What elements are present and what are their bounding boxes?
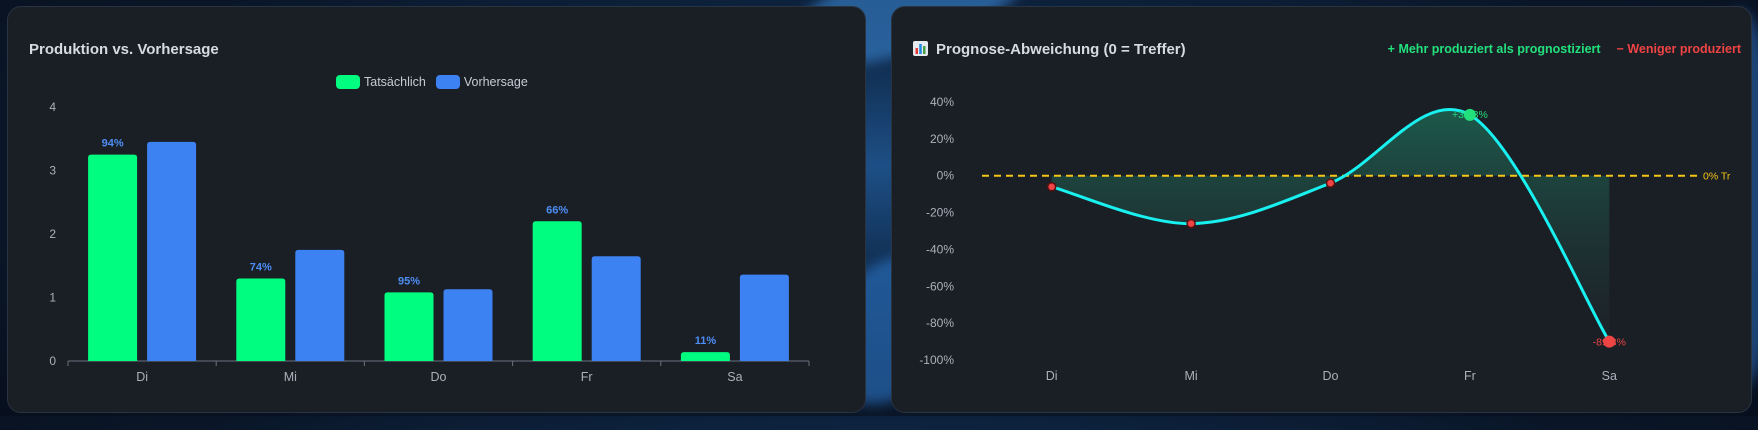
x-tick-label: Di	[136, 370, 148, 384]
chart-title: Prognose-Abweichung (0 = Treffer)	[913, 41, 1186, 58]
bar-actual	[384, 292, 434, 361]
line-chart: 40% 20% 0% -20% -40% -60% -80% -100% Di Mi Do Fr Sa 0…	[919, 95, 1731, 383]
y-tick-label: 0	[49, 354, 56, 368]
y-tick-label: 0%	[937, 169, 955, 183]
x-tick-label: Do	[1323, 369, 1339, 383]
deviation-area	[1051, 109, 1610, 342]
point-label: +33.3%	[1452, 109, 1488, 121]
production-chart-card: Produktion vs. Vorhersage Tatsächlich Vo…	[7, 6, 866, 413]
legend-negative: − Weniger produziert	[1616, 42, 1741, 56]
deviation-line	[1051, 107, 1611, 343]
data-point	[1186, 218, 1196, 229]
y-tick-label: -60%	[926, 279, 954, 293]
data-point	[1325, 178, 1336, 188]
y-tick-label: 40%	[930, 95, 954, 109]
bar-actual	[88, 154, 138, 361]
y-tick-label: 2	[49, 227, 56, 241]
bar-data-label: 94%	[102, 138, 124, 150]
legend-swatch-forecast	[435, 75, 460, 89]
bar-actual	[680, 352, 730, 361]
chart-legend: Tatsächlich Vorhersage	[336, 75, 528, 89]
x-tick-label: Do	[431, 370, 447, 384]
y-tick-label: 3	[49, 164, 56, 178]
y-tick-label: -20%	[926, 206, 954, 220]
legend-item-forecast[interactable]: Vorhersage	[435, 75, 528, 89]
x-tick-label: Sa	[1602, 369, 1617, 383]
y-tick-label: -100%	[919, 353, 954, 367]
zero-reference-label: 0% Tr	[1703, 171, 1731, 183]
chart-title: Produktion vs. Vorhersage	[29, 41, 219, 58]
bar-data-label: 11%	[695, 335, 717, 347]
bar-actual	[236, 278, 286, 361]
point-label: -89.3%	[1593, 337, 1626, 349]
y-tick-label: -40%	[926, 242, 954, 256]
bar-forecast	[147, 141, 197, 361]
y-tick-label: 20%	[930, 132, 954, 146]
bar-data-label: 95%	[398, 275, 420, 287]
legend-swatch-actual	[336, 75, 360, 89]
y-tick-label: -80%	[926, 316, 954, 330]
legend-item-actual[interactable]: Tatsächlich	[336, 75, 426, 89]
x-tick-label: Di	[1046, 369, 1058, 383]
bar-data-label: 74%	[250, 261, 272, 273]
data-point	[1463, 108, 1476, 121]
bar-forecast	[591, 256, 641, 361]
bar-actual	[532, 221, 582, 361]
bar-chart-icon	[913, 41, 928, 56]
y-tick-label: 1	[49, 291, 56, 305]
deviation-chart-card: Prognose-Abweichung (0 = Treffer) + Mehr…	[891, 6, 1752, 413]
x-tick-label: Fr	[1464, 369, 1476, 383]
legend-label-actual: Tatsächlich	[364, 75, 426, 89]
chart-title-text: Prognose-Abweichung (0 = Treffer)	[936, 41, 1186, 58]
x-tick-label: Mi	[284, 370, 297, 384]
bar-forecast	[739, 274, 789, 361]
data-point	[1603, 335, 1616, 348]
y-tick-label: 4	[49, 100, 56, 114]
deviation-legend: + Mehr produziert als prognostiziert − W…	[1388, 42, 1741, 56]
legend-label-forecast: Vorhersage	[463, 75, 528, 89]
bar-chart: 0 1 2 3 4 Di 94% Mi 74% Do 95% Fr 66% Sa 11%	[49, 100, 810, 384]
legend-positive: + Mehr produziert als prognostiziert	[1387, 42, 1601, 56]
bar-data-label: 66%	[546, 204, 568, 216]
x-tick-label: Fr	[581, 370, 593, 384]
x-tick-label: Sa	[727, 370, 742, 384]
data-point	[1046, 182, 1057, 192]
bar-forecast	[295, 249, 345, 361]
x-tick-label: Mi	[1184, 369, 1197, 383]
bar-forecast	[443, 289, 493, 361]
